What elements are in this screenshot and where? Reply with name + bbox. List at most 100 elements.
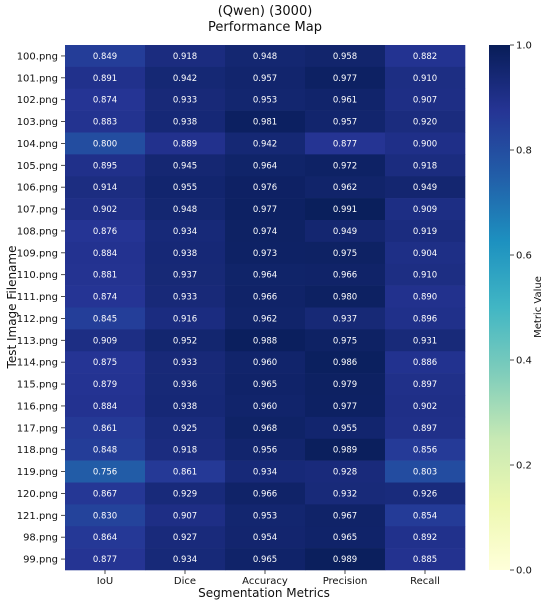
heatmap-cell: [225, 45, 306, 68]
cell-value-label: 0.849: [93, 52, 117, 62]
heatmap-cell: [385, 263, 466, 286]
cell-value-label: 0.953: [253, 96, 277, 106]
heatmap-cell: [385, 176, 466, 199]
heatmap-cell: [225, 351, 306, 374]
heatmap-cell: [305, 241, 386, 265]
row-tick-label: 116.png: [17, 401, 58, 412]
heatmap-cell: [65, 66, 146, 90]
heatmap-cell: [385, 329, 466, 352]
heatmap-cell: [225, 548, 306, 571]
cell-value-label: 0.876: [93, 227, 117, 237]
cell-value-label: 0.902: [93, 205, 117, 215]
cell-value-label: 0.965: [253, 555, 277, 565]
colorbar: [489, 45, 510, 570]
cell-value-label: 0.895: [93, 161, 117, 171]
cell-value-label: 0.830: [93, 511, 117, 521]
cell-value-label: 0.980: [333, 293, 357, 303]
heatmap-cell: [225, 395, 306, 418]
cell-value-label: 0.954: [253, 533, 277, 543]
heatmap-cell: [225, 88, 306, 111]
heatmap-cell: [385, 482, 466, 505]
heatmap-cell: [385, 351, 466, 374]
heatmap-cell: [145, 416, 226, 440]
heatmap-cell: [65, 110, 146, 133]
cell-value-label: 0.942: [173, 74, 197, 84]
heatmap-cell: [385, 220, 466, 243]
cell-value-label: 0.856: [413, 446, 437, 456]
cell-value-label: 0.979: [333, 380, 357, 390]
row-tick-label: 113.png: [17, 336, 58, 347]
heatmap-cell: [385, 438, 466, 461]
heatmap-cell: [305, 329, 386, 352]
heatmap-cell: [145, 132, 226, 155]
heatmap-cell: [145, 307, 226, 330]
heatmap-cell: [145, 438, 226, 461]
x-axis-label: Segmentation Metrics: [198, 586, 330, 600]
heatmap-cell: [65, 88, 146, 111]
row-tick-label: 117.png: [17, 423, 58, 434]
cell-value-label: 0.960: [253, 402, 277, 412]
heatmap-cell: [65, 548, 146, 571]
heatmap-cell: [305, 45, 386, 68]
heatmap-cell: [305, 176, 386, 199]
cell-value-label: 0.881: [93, 271, 117, 281]
heatmap-cell: [225, 526, 306, 549]
cell-value-label: 0.961: [333, 96, 357, 106]
heatmap-cell: [385, 154, 466, 177]
cell-value-label: 0.926: [413, 489, 437, 499]
heatmap-cell: [305, 482, 386, 505]
cell-value-label: 0.933: [173, 293, 197, 303]
row-tick-label: 108.png: [17, 226, 58, 237]
cell-value-label: 0.964: [253, 161, 277, 171]
row-tick-label: 120.png: [17, 489, 58, 500]
cell-value-label: 0.958: [333, 52, 357, 62]
heatmap-cell: [145, 504, 226, 527]
column-tick-label: IoU: [97, 576, 113, 587]
cell-value-label: 0.885: [413, 555, 437, 565]
cell-value-label: 0.854: [413, 511, 437, 521]
heatmap-cell: [305, 220, 386, 243]
cell-value-label: 0.960: [253, 358, 277, 368]
cell-value-label: 0.867: [93, 489, 117, 499]
heatmap-cell: [145, 373, 226, 396]
cell-value-label: 0.874: [93, 96, 117, 106]
cell-value-label: 0.918: [173, 446, 197, 456]
heatmap-cell: [225, 176, 306, 199]
cell-value-label: 0.925: [173, 424, 197, 434]
heatmap-cell: [145, 220, 226, 243]
cell-value-label: 0.977: [333, 74, 357, 84]
row-tick-label: 110.png: [17, 270, 58, 281]
row-tick-label: 98.png: [23, 533, 58, 544]
row-tick-label: 99.png: [23, 555, 58, 566]
cell-value-label: 0.972: [333, 161, 357, 171]
chart-title: (Qwen) (3000): [217, 4, 313, 19]
cell-value-label: 0.957: [253, 74, 277, 84]
cell-value-label: 0.977: [333, 402, 357, 412]
row-tick-label: 104.png: [17, 139, 58, 150]
cell-value-label: 0.948: [173, 205, 197, 215]
row-tick-label: 101.png: [17, 73, 58, 84]
cell-value-label: 0.977: [253, 205, 277, 215]
heatmap-cell: [385, 88, 466, 111]
cell-value-label: 0.897: [413, 380, 437, 390]
heatmap-cell: [65, 263, 146, 286]
column-tick-label: Recall: [410, 576, 440, 587]
cell-value-label: 0.891: [93, 74, 117, 84]
heatmap-cell: [385, 548, 466, 571]
heatmap-cell: [145, 88, 226, 111]
cell-value-label: 0.845: [93, 314, 117, 324]
colorbar-tick-label: 0.6: [516, 251, 532, 262]
heatmap-cell: [145, 154, 226, 177]
heatmap-cell: [145, 176, 226, 199]
heatmap-cell: [305, 351, 386, 374]
cell-value-label: 0.902: [413, 402, 437, 412]
heatmap-cell: [225, 460, 306, 483]
heatmap-cell: [65, 176, 146, 199]
cell-value-label: 0.932: [333, 489, 357, 499]
heatmap-cell: [145, 460, 226, 483]
cell-value-label: 0.976: [253, 183, 277, 193]
heatmap-cell: [145, 526, 226, 549]
heatmap-cells: 0.849 0.918 0.948 0.958 0.882 0.891 0.942 0.957…: [65, 45, 466, 571]
heatmap-cell: [305, 416, 386, 440]
cell-value-label: 0.803: [413, 468, 437, 478]
